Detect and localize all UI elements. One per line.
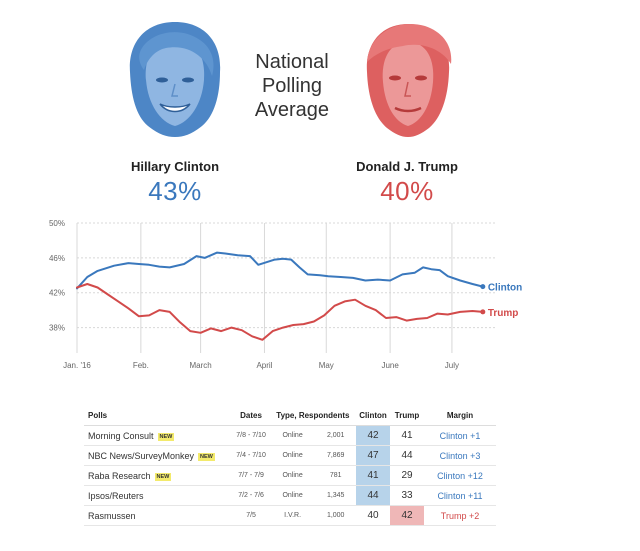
header-clinton: Clinton: [356, 405, 390, 426]
new-badge: NEW: [154, 472, 172, 481]
poll-respondents: 1,000: [315, 505, 356, 526]
trump-value: 33: [390, 485, 424, 506]
trump-name: Donald J. Trump: [356, 159, 458, 174]
polls-table: Polls Dates Type, Respondents Clinton Tr…: [84, 405, 496, 526]
trump-percentage: 40%: [380, 176, 434, 206]
poll-type: Online: [269, 485, 316, 506]
table-row: Raba Research NEW 7/7 - 7/9 Online 781 41…: [84, 465, 496, 486]
y-tick-label: 46%: [49, 254, 65, 263]
x-tick-label: March: [189, 361, 211, 370]
clinton-name: Hillary Clinton: [130, 159, 220, 174]
clinton-value: 42: [356, 425, 390, 446]
clinton-value: 47: [356, 445, 390, 466]
clinton-value: 41: [356, 465, 390, 486]
clinton-portrait: [122, 18, 228, 140]
series-line-trump: [76, 283, 484, 341]
table-row: NBC News/SurveyMonkey NEW 7/4 - 7/10 Onli…: [84, 445, 496, 466]
clinton-value: 40: [356, 505, 390, 526]
y-tick-label: 38%: [49, 324, 65, 333]
poll-name: Morning Consult: [88, 430, 154, 441]
poll-dates: 7/4 - 7/10: [232, 445, 270, 466]
header-trump: Trump: [390, 405, 424, 426]
poll-type: I.V.R.: [269, 505, 316, 526]
poll-respondents: 7,869: [315, 445, 356, 466]
table-header-row: Polls Dates Type, Respondents Clinton Tr…: [84, 405, 496, 426]
poll-respondents: 781: [315, 465, 356, 486]
header-polls: Polls: [84, 405, 233, 426]
polling-average-chart: 38% 42% 46% 50% Jan. '16 Feb. March April May Jun…: [49, 219, 522, 370]
poll-margin: Clinton +12: [424, 465, 496, 486]
poll-respondents: 2,001: [315, 425, 356, 446]
trump-value: 41: [390, 425, 424, 446]
x-tick-label: May: [319, 361, 334, 370]
poll-margin: Clinton +11: [424, 485, 496, 506]
x-tick-label: Jan. '16: [63, 361, 91, 370]
new-badge: NEW: [198, 452, 215, 461]
poll-type: Online: [269, 445, 316, 466]
poll-margin: Clinton +1: [424, 425, 496, 446]
header-type-respondents: Type, Respondents: [269, 405, 356, 426]
poll-dates: 7/5: [232, 505, 270, 526]
trump-value: 44: [390, 445, 424, 466]
page-title: National Polling Average: [254, 51, 330, 121]
header-dates: Dates: [232, 405, 270, 426]
poll-name: NBC News/SurveyMonkey: [88, 450, 195, 461]
table-row: Morning Consult NEW 7/8 - 7/10 Online 2,0…: [84, 425, 496, 446]
poll-type: Online: [269, 465, 316, 486]
table-row: Rasmussen 7/5 I.V.R. 1,000 40 42 Trump +…: [84, 505, 496, 526]
poll-margin: Clinton +3: [424, 445, 496, 466]
poll-dates: 7/2 - 7/6: [232, 485, 270, 506]
clinton-value: 44: [356, 485, 390, 506]
table-row: Ipsos/Reuters 7/2 - 7/6 Online 1,345 44 …: [84, 485, 496, 506]
poll-name: Ipsos/Reuters: [88, 490, 144, 501]
series-label-clinton: Clinton: [488, 283, 522, 294]
poll-name: Raba Research: [88, 470, 151, 481]
series-line-clinton: [76, 251, 484, 290]
poll-dates: 7/8 - 7/10: [232, 425, 270, 446]
new-badge: NEW: [157, 432, 175, 441]
series-end-point-clinton: [480, 284, 486, 290]
poll-dates: 7/7 - 7/9: [232, 465, 270, 486]
x-tick-label: July: [445, 361, 459, 370]
poll-margin: Trump +2: [424, 505, 496, 526]
trump-value: 42: [390, 505, 424, 526]
poll-respondents: 1,345: [315, 485, 356, 506]
x-tick-label: April: [256, 361, 272, 370]
x-tick-label: Feb.: [133, 361, 149, 370]
poll-type: Online: [269, 425, 316, 446]
x-tick-label: June: [381, 361, 399, 370]
y-tick-label: 50%: [49, 219, 65, 228]
series-label-trump: Trump: [488, 308, 519, 319]
clinton-percentage: 43%: [148, 176, 202, 206]
y-tick-label: 42%: [49, 289, 65, 298]
header-margin: Margin: [424, 405, 496, 426]
series-end-point-trump: [480, 309, 486, 315]
poll-name: Rasmussen: [88, 510, 136, 521]
trump-portrait: [355, 18, 461, 140]
trump-value: 29: [390, 465, 424, 486]
